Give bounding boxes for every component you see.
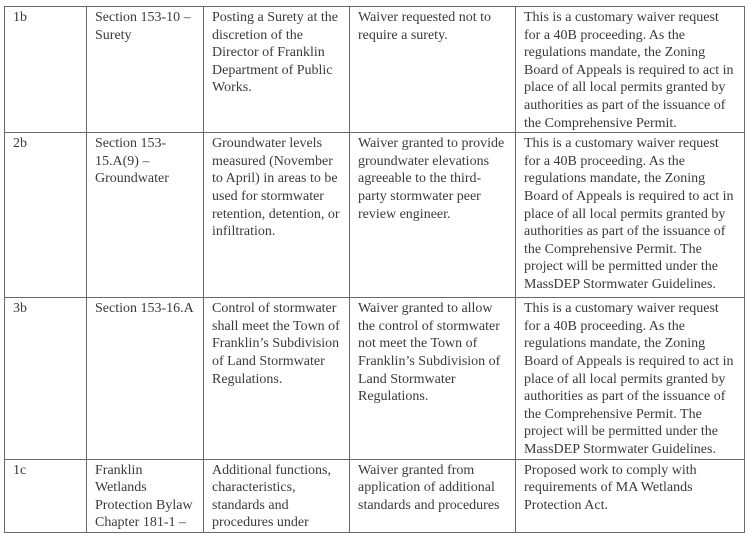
waiver-cell: Waiver granted from application of addit… (349, 458, 516, 533)
justification-cell: This is a customary waiver request for a… (515, 297, 745, 460)
waiver-table: 1b Section 153-10 – Surety Posting a Sur… (4, 5, 745, 533)
waiver-cell: Waiver requested not to require a surety… (349, 5, 516, 134)
waiver-cell: Waiver granted to allow the control of s… (349, 297, 516, 460)
justification-cell: Proposed work to comply with requirement… (515, 458, 745, 533)
section-cell: Section 153-15.A(9) – Groundwater (86, 132, 204, 299)
table-row: 2b Section 153-15.A(9) – Groundwater Gro… (4, 132, 745, 299)
requirement-cell: Posting a Surety at the discretion of th… (203, 5, 350, 134)
row-id: 3b (4, 297, 87, 460)
section-cell: Section 153-10 – Surety (86, 5, 204, 134)
waiver-cell: Waiver granted to provide groundwater el… (349, 132, 516, 299)
justification-cell: This is a customary waiver request for a… (515, 132, 745, 299)
section-cell: Section 153-16.A (86, 297, 204, 460)
requirement-cell: Additional functions, characteristics, s… (203, 458, 350, 533)
table-row: 3b Section 153-16.A Control of stormwate… (4, 297, 745, 460)
justification-cell: This is a customary waiver request for a… (515, 5, 745, 134)
row-id: 1c (4, 458, 87, 533)
requirement-cell: Control of stormwater shall meet the Tow… (203, 297, 350, 460)
section-cell: Franklin Wetlands Protection Bylaw Chapt… (86, 458, 204, 533)
row-id: 1b (4, 5, 87, 134)
row-id: 2b (4, 132, 87, 299)
table-row: 1c Franklin Wetlands Protection Bylaw Ch… (4, 458, 745, 533)
requirement-cell: Groundwater levels measured (November to… (203, 132, 350, 299)
table-row: 1b Section 153-10 – Surety Posting a Sur… (4, 5, 745, 134)
